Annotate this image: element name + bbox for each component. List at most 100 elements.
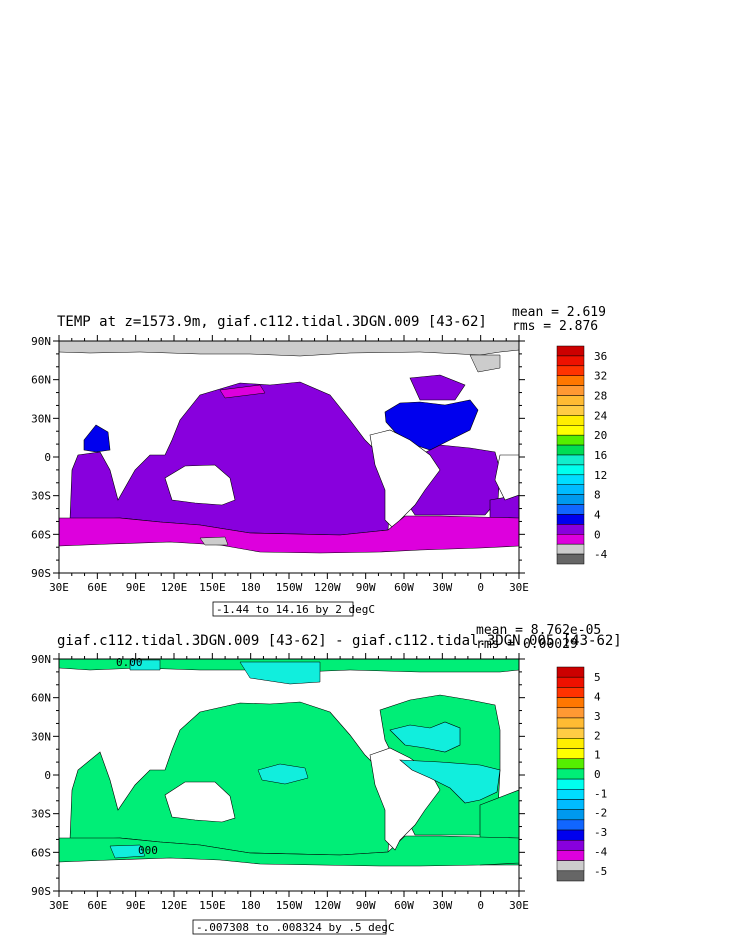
lon-label: 30E bbox=[509, 899, 529, 912]
colorbar-swatch bbox=[556, 697, 585, 709]
lat-label: 90S bbox=[31, 885, 51, 898]
panel-1-colorbar: 36 32 28 24 20 16 12 8 4 0 -4 bbox=[556, 345, 608, 565]
colorbar-label: 0 bbox=[594, 528, 601, 541]
colorbar-swatch bbox=[556, 484, 585, 495]
colorbar-swatch bbox=[556, 405, 585, 416]
lon-label: 180 bbox=[241, 581, 261, 594]
colorbar-swatch bbox=[556, 758, 585, 770]
lon-label: 60E bbox=[87, 581, 107, 594]
colorbar-swatch bbox=[556, 789, 585, 800]
colorbar-swatch bbox=[556, 395, 585, 406]
panel-2-anomaly-north-atlantic bbox=[389, 721, 461, 753]
colorbar-swatch bbox=[556, 819, 585, 831]
lon-label: 150E bbox=[199, 899, 226, 912]
lon-label: 30W bbox=[432, 899, 452, 912]
panel-1-range-box bbox=[212, 601, 354, 617]
lon-label: 90W bbox=[356, 899, 376, 912]
colorbar-swatch bbox=[556, 534, 585, 545]
colorbar-swatch bbox=[556, 415, 585, 426]
lon-label: 150E bbox=[199, 581, 226, 594]
colorbar-swatch bbox=[556, 553, 585, 565]
colorbar-swatch bbox=[556, 504, 585, 515]
colorbar-label: 3 bbox=[594, 710, 601, 723]
panel-2-range-note: -.007308 to .008324 by .5 degC bbox=[196, 921, 395, 934]
lon-label: 90W bbox=[356, 581, 376, 594]
colorbar-label: -3 bbox=[594, 826, 607, 839]
colorbar-swatch bbox=[556, 748, 585, 759]
panel-2-title: giaf.c112.tidal.3DGN.009 [43-62] - giaf.… bbox=[57, 633, 622, 649]
colorbar-swatch bbox=[556, 454, 585, 466]
panel-1-title: TEMP at z=1573.9m, giaf.c112.tidal.3DGN.… bbox=[57, 314, 487, 330]
panel-2-range-box bbox=[192, 919, 387, 935]
colorbar-label: 5 bbox=[594, 671, 601, 684]
lon-label: 120E bbox=[161, 581, 188, 594]
panel-1-range-note: -1.44 to 14.16 by 2 degC bbox=[216, 603, 375, 616]
colorbar-label: 1 bbox=[594, 749, 601, 762]
lon-label: 120W bbox=[314, 899, 341, 912]
colorbar-swatch bbox=[556, 666, 585, 678]
colorbar-swatch bbox=[556, 385, 585, 396]
panel-2-anomaly-pacific bbox=[257, 763, 309, 785]
panel-1-southern-ocean bbox=[59, 515, 519, 554]
colorbar-swatch bbox=[556, 514, 585, 525]
colorbar-swatch bbox=[556, 829, 585, 841]
colorbar-swatch bbox=[556, 464, 585, 476]
colorbar-swatch bbox=[556, 676, 585, 688]
colorbar-swatch bbox=[556, 809, 585, 821]
colorbar-label: -2 bbox=[594, 807, 607, 820]
colorbar-swatch bbox=[556, 707, 585, 719]
lat-label: 60N bbox=[31, 692, 51, 705]
lon-label: 30E bbox=[49, 899, 69, 912]
colorbar-label: 4 bbox=[594, 508, 601, 521]
colorbar-swatch bbox=[556, 839, 585, 851]
panel-2-anomaly-arctic bbox=[129, 659, 321, 685]
colorbar-label: 16 bbox=[594, 449, 607, 462]
lon-label: 150W bbox=[276, 581, 303, 594]
colorbar-label: 0 bbox=[594, 768, 601, 781]
colorbar-swatch bbox=[556, 768, 585, 780]
lat-label: 30N bbox=[31, 412, 51, 425]
colorbar-swatch bbox=[556, 474, 585, 485]
colorbar-label: 2 bbox=[594, 729, 601, 742]
lat-label: 60N bbox=[31, 374, 51, 387]
panel-1-ice-patch-2 bbox=[199, 536, 229, 546]
panel-2-anomaly-south bbox=[109, 844, 146, 859]
colorbar-swatch bbox=[556, 738, 585, 749]
colorbar-label: 12 bbox=[594, 469, 607, 482]
panel-1-magenta-patch bbox=[219, 384, 266, 399]
lat-label: 0 bbox=[44, 451, 51, 464]
colorbar-swatch bbox=[556, 860, 585, 872]
lon-label: 60W bbox=[394, 581, 414, 594]
lat-label: 60S bbox=[31, 528, 51, 541]
lon-label: 30W bbox=[432, 581, 452, 594]
colorbar-label: 20 bbox=[594, 429, 607, 442]
lat-label: 30S bbox=[31, 490, 51, 503]
panel-2-anomaly-atlantic bbox=[399, 759, 501, 804]
lat-label: 90S bbox=[31, 567, 51, 580]
lon-label: 60W bbox=[394, 899, 414, 912]
lat-label: 60S bbox=[31, 846, 51, 859]
lon-label: 180 bbox=[241, 899, 261, 912]
colorbar-label: 24 bbox=[594, 409, 608, 422]
colorbar-swatch bbox=[556, 345, 585, 357]
panel-2-contour-label-1: 0.00 bbox=[116, 656, 143, 669]
panel-1-land-africa bbox=[494, 454, 519, 501]
colorbar-swatch bbox=[556, 355, 585, 367]
lat-label: 30S bbox=[31, 808, 51, 821]
panel-1-ocean-purple-north bbox=[409, 374, 466, 401]
colorbar-swatch bbox=[556, 799, 585, 810]
lon-label: 60E bbox=[87, 899, 107, 912]
colorbar-label: 36 bbox=[594, 350, 607, 363]
lat-label: 90N bbox=[31, 653, 51, 666]
colorbar-swatch bbox=[556, 444, 585, 456]
lon-label: 0 bbox=[477, 899, 484, 912]
lat-label: 90N bbox=[31, 335, 51, 348]
panel-2-southern-green bbox=[59, 835, 519, 867]
colorbar-swatch bbox=[556, 494, 585, 505]
lon-label: 0 bbox=[477, 581, 484, 594]
colorbar-label: -4 bbox=[594, 548, 608, 561]
colorbar-swatch bbox=[556, 687, 585, 698]
